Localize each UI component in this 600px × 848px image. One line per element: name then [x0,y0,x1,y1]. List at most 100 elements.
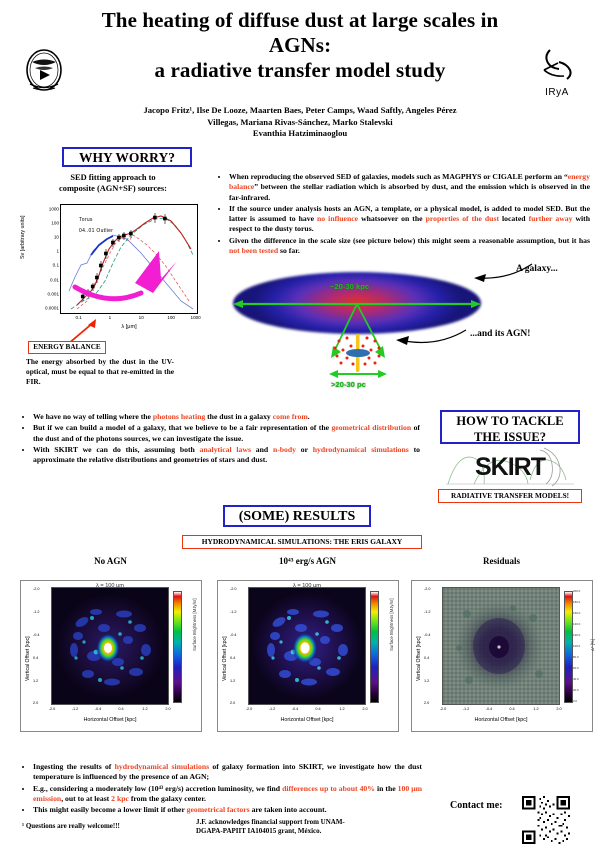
sed-note-outlier: 04..01 Outlier [79,228,114,234]
panel-colorbar-label: Surface Brightness [MJy/sr] [192,598,197,651]
panel-xtick: 2.0 [165,707,171,711]
title-line-2: AGNs: [268,33,332,57]
galaxy-pointer-arrow-icon [474,263,533,282]
bullet-list: When reproducing the observed SED of gal… [218,172,590,256]
panel-ytick: -2.0 [424,587,431,591]
result-panel-residuals: Residuals RESIDUALS=MODAGN− MODMOD [405,556,598,752]
panel-title: Residuals [482,556,520,566]
panel-ytick: -0.4 [230,633,237,637]
panel-plot-frame: RESIDUALS=MODAGN− MODMOD [411,580,595,732]
panel-image [248,587,366,705]
title-line-3: a radiative transfer model study [154,58,446,82]
panel-wavelength-label: λ = 100 μm [96,583,124,589]
sed-xtick: 1000 [190,314,201,320]
author-list: Jacopo Fritz¹, Ilse De Looze, Maarten Ba… [60,105,540,140]
sed-caption-line-1: SED fitting approach to [70,173,156,182]
sed-y-axis-label: Sν [arbitrary units] [20,215,26,259]
list-item: Ingesting the results of hydrodynamical … [33,762,422,783]
panel-xtick: 1.2 [142,707,148,711]
panel-ytick: 0.4 [424,656,430,660]
cbar-tick: 100.0 [573,644,581,648]
agn-scale-label: >20-30 pc [331,380,366,389]
panel-colorbar-ticks: 200.0 180.0 160.0 140.0 120.0 100.0 80.0… [573,589,587,703]
authors-line-3: Evanthia Hatziminaoglou [252,128,348,138]
panel-ytick: 2.0 [424,701,430,705]
galaxy-schematic-overlay [233,300,481,378]
sed-ytick: 0.01 [50,277,59,283]
panel-xtick: -1.2 [71,707,79,711]
bullet-list: Ingesting the results of hydrodynamical … [22,762,422,815]
panel-y-axis-label: Vertical Offset [kpc] [222,636,228,681]
panel-xtick: -2.0 [245,707,253,711]
panel-xtick: -1.2 [268,707,276,711]
panel-title: No AGN [94,556,127,566]
panel-colorbar-label: Δ* [%] [590,639,595,651]
cbar-tick: 140.0 [573,622,581,626]
residual-map [443,588,559,704]
bullets-why-worry: When reproducing the observed SED of gal… [218,172,590,257]
panel-ytick: -2.0 [230,587,237,591]
panel-xtick: 2.0 [362,707,368,711]
panel-wavelength-label: λ = 100 μm [293,583,321,589]
acknowledgement: J.F. acknowledges financial support from… [196,818,406,836]
title-line-1: The heating of diffuse dust at large sca… [101,8,499,32]
panel-ytick: -0.4 [33,633,40,637]
panel-ytick: 0.4 [230,656,236,660]
irya-mark-icon [543,49,572,80]
cbar-tick: 180.0 [573,600,581,604]
sed-caption: SED fitting approach to composite (AGN+S… [18,172,208,194]
how-tackle-line-2: THE ISSUE? [474,430,546,444]
list-item: When reproducing the observed SED of gal… [229,172,590,203]
cbar-tick: 120.0 [573,633,581,637]
panel-plot-frame: λ = 100 μm [217,580,399,732]
footnote: ¹ Questions are really welcome!!! [22,822,120,830]
skirt-logo: SKIRT [444,446,576,488]
bullets-conclusions: Ingesting the results of hydrodynamical … [22,762,422,816]
irya-label: IRyA [545,87,569,98]
panel-xtick: -2.0 [439,707,447,711]
panel-plot-frame: λ = 100 μm [20,580,202,732]
panel-x-axis-label: Horizontal Offset [kpc] [83,717,137,723]
list-item: E.g., considering a moderately low (10⁴³… [33,784,422,805]
panel-x-axis-label: Horizontal Offset [kpc] [474,717,528,723]
irya-logo: IRyA [532,48,582,98]
result-panel-no-agn: No AGN λ = 100 μm [14,556,207,752]
skirt-wordmark: SKIRT [475,452,546,481]
panel-ytick: 1.2 [230,679,236,683]
ack-line-1: J.F. acknowledges financial support from… [196,818,345,826]
qr-code[interactable] [522,796,570,844]
panel-ytick: -0.4 [424,633,431,637]
energy-balance-badge: ENERGY BALANCE [28,341,106,354]
bullet-list: We have no way of telling where the phot… [22,412,420,465]
cbar-tick: 160.0 [573,611,581,615]
section-header-how-to-tackle: HOW TO TACKLE THE ISSUE? [440,410,580,444]
galaxy-scale-label: ~20-30 kpc [330,282,370,291]
contact-label: Contact me: [450,800,503,811]
panel-ytick: 2.0 [33,701,39,705]
cbar-tick: 40.0 [573,677,579,681]
agn-pointer-arrow-icon [396,329,467,345]
panel-ytick: -1.2 [33,610,40,614]
panel-ytick: 1.2 [33,679,39,683]
how-tackle-line-1: HOW TO TACKLE [456,414,564,428]
panel-title: 10⁴³ erg/s AGN [279,556,336,566]
authors-line-2: Villegas, Mariana Rivas-Sánchez, Marko S… [207,116,393,127]
list-item: But if we can build a model of a galaxy,… [33,423,420,444]
galaxy-annotation: A galaxy... [516,264,558,274]
section-header-some-results: (SOME) RESULTS [223,505,371,527]
panel-ytick: -1.2 [424,610,431,614]
panel-xtick: -0.4 [291,707,299,711]
panel-colorbar [370,591,379,703]
cbar-tick: 200.0 [573,589,581,593]
panel-xtick: -0.4 [485,707,493,711]
sed-ytick: 0.0001 [44,305,59,311]
sed-x-axis-label: λ [μm] [121,324,137,330]
cbar-tick: 0.0 [573,699,578,703]
panel-colorbar-label: Surface Brightness [MJy/sr] [389,598,394,651]
section-header-why-worry: WHY WORRY? [62,147,192,167]
sed-figure: Sν [arbitrary units] 1000 100 10 1 0.1 0… [14,196,210,340]
page-title: The heating of diffuse dust at large sca… [0,8,600,83]
bullets-approach: We have no way of telling where the phot… [22,412,420,466]
panel-ytick: -2.0 [33,587,40,591]
panel-ytick: 0.4 [33,656,39,660]
